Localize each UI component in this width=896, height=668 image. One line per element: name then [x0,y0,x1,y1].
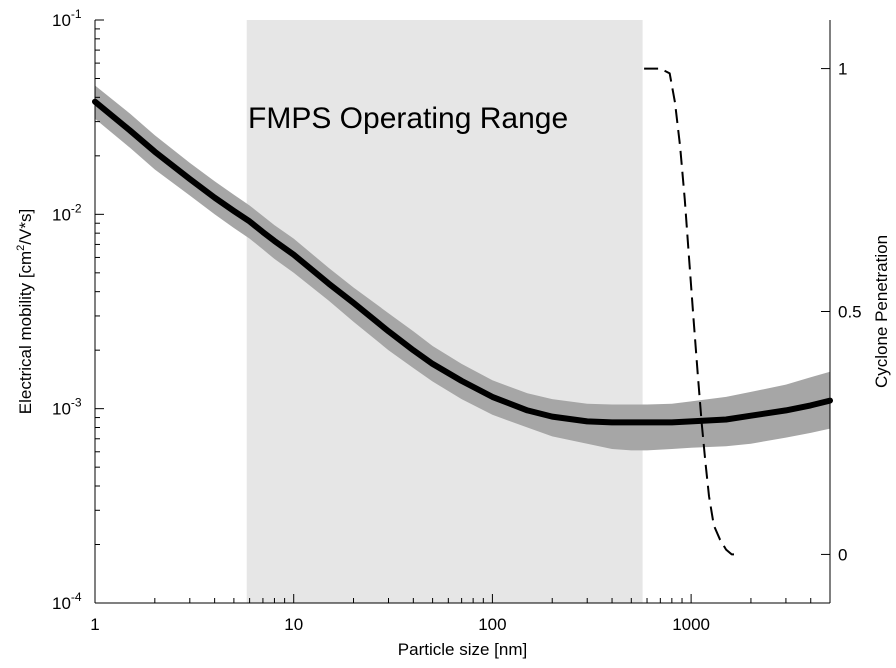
region-label-group: FMPS Operating Range [248,102,568,135]
y-left-tick-base: 10 [52,400,71,419]
y-left-tick-label: 10-3 [52,396,82,419]
electrical-mobility-line [92,98,833,426]
y-right-tick-label: 0 [838,545,847,564]
series-lines [92,67,833,556]
y-right-tick-label: 0.5 [838,303,862,322]
plot-background [246,20,643,603]
x-tick-label: 100 [478,615,506,634]
x-tick-label: 1 [90,615,99,634]
y-axis-right-label: Cyclone Penetration [872,235,891,388]
y-left-tick-base: 10 [52,205,71,224]
y-axis-left-label-rest: /V*s] [16,209,35,245]
y-left-tick-base: 10 [52,594,71,613]
y-left-tick-exp: -1 [71,7,82,21]
y-left-tick-exp: -3 [71,396,82,410]
x-axis-label: Particle size [nm] [398,640,527,659]
x-tick-label: 10 [284,615,303,634]
cyclone-penetration-line [644,67,737,556]
y-left-tick-label: 10-1 [52,7,82,30]
fmps-range-label: FMPS Operating Range [248,102,568,135]
y-left-tick-exp: -2 [71,201,82,215]
x-tick-label: 1000 [672,615,710,634]
y-left-tick-label: 10-2 [52,201,82,224]
y-left-tick-base: 10 [52,11,71,30]
y-left-tick-label: 10-4 [52,590,82,613]
y-left-tick-exp: -4 [71,590,82,604]
y-right-tick-label: 1 [838,60,847,79]
y-axis-left-label-main: Electrical mobility [cm [16,251,35,414]
y-axis-left-label: Electrical mobility [cm2/V*s] [15,209,35,414]
fmps-operating-range-region [246,20,643,603]
y-axis-left-label-sup: 2 [15,245,27,251]
